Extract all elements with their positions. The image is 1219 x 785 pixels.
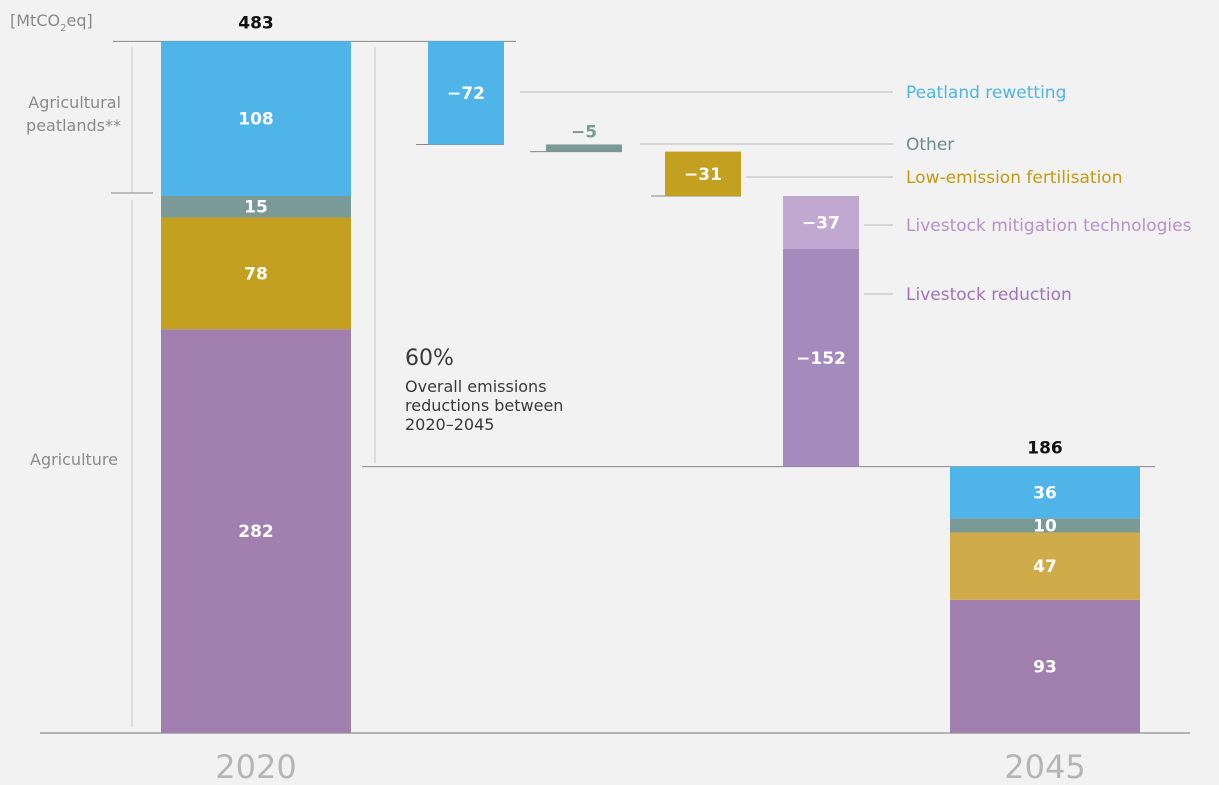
step-bar-peatland-rewetting bbox=[428, 41, 504, 145]
unit-label: [MtCO2eq] bbox=[10, 11, 93, 34]
bar-2020-livestock bbox=[161, 329, 351, 733]
total-label-2020: 483 bbox=[238, 13, 274, 33]
bar-2045-fertilisation bbox=[950, 532, 1140, 600]
step-bar-other bbox=[546, 144, 622, 152]
value-label-2020-livestock: 282 bbox=[238, 522, 274, 542]
annotation-line-1: Overall emissions bbox=[405, 377, 547, 396]
step-bar-livestock-reduction bbox=[783, 248, 859, 467]
year-label-2045: 2045 bbox=[1004, 748, 1085, 785]
step-value-livestock-mitigation-technologies: −37 bbox=[802, 213, 840, 233]
side-label-peatlands-1: Agricultural bbox=[28, 93, 121, 112]
bar-2045-peatland bbox=[950, 466, 1140, 519]
annotation-line-2: reductions between bbox=[405, 396, 563, 415]
bar-2045-other bbox=[950, 518, 1140, 533]
year-label-2020: 2020 bbox=[215, 748, 296, 785]
value-label-2045-peatland: 36 bbox=[1033, 483, 1057, 503]
bars-layer bbox=[161, 41, 1140, 733]
step-bar-livestock-mitigation-technologies bbox=[783, 196, 859, 249]
step-label-other: Other bbox=[906, 135, 954, 155]
step-value-peatland-rewetting: −72 bbox=[447, 84, 485, 104]
side-label-agriculture: Agriculture bbox=[30, 450, 118, 469]
step-label-livestock-reduction: Livestock reduction bbox=[906, 285, 1072, 305]
total-label-2045: 186 bbox=[1027, 439, 1063, 459]
bar-2020-peatland bbox=[161, 41, 351, 197]
value-label-2045-other: 10 bbox=[1033, 516, 1057, 536]
value-label-2020-other: 15 bbox=[244, 198, 268, 218]
step-bar-low-emission-fertilisation bbox=[665, 151, 741, 196]
step-label-low-emission-fertilisation: Low-emission fertilisation bbox=[906, 168, 1122, 188]
side-label-peatlands-2: peatlands** bbox=[26, 116, 121, 135]
step-value-livestock-reduction: −152 bbox=[796, 349, 846, 369]
step-label-livestock-mitigation-technologies: Livestock mitigation technologies bbox=[906, 216, 1192, 236]
annotation-line-3: 2020–2045 bbox=[405, 415, 494, 434]
step-value-low-emission-fertilisation: −31 bbox=[684, 165, 722, 185]
labels-layer: 282 78 15 108 483 2020 93 47 10 36 186 2045 −72 Peatl… bbox=[10, 11, 1192, 785]
value-label-2020-fertilisation: 78 bbox=[244, 264, 268, 284]
step-value-other: −5 bbox=[571, 122, 597, 142]
value-label-2045-livestock: 93 bbox=[1033, 657, 1057, 677]
bar-2045-livestock bbox=[950, 599, 1140, 733]
value-label-2020-peatland: 108 bbox=[238, 110, 274, 130]
step-label-peatland-rewetting: Peatland rewetting bbox=[906, 83, 1066, 103]
value-label-2045-fertilisation: 47 bbox=[1033, 557, 1057, 577]
annotation-percent: 60% bbox=[405, 346, 454, 371]
bar-2020-other bbox=[161, 196, 351, 218]
bar-2020-fertilisation bbox=[161, 217, 351, 330]
